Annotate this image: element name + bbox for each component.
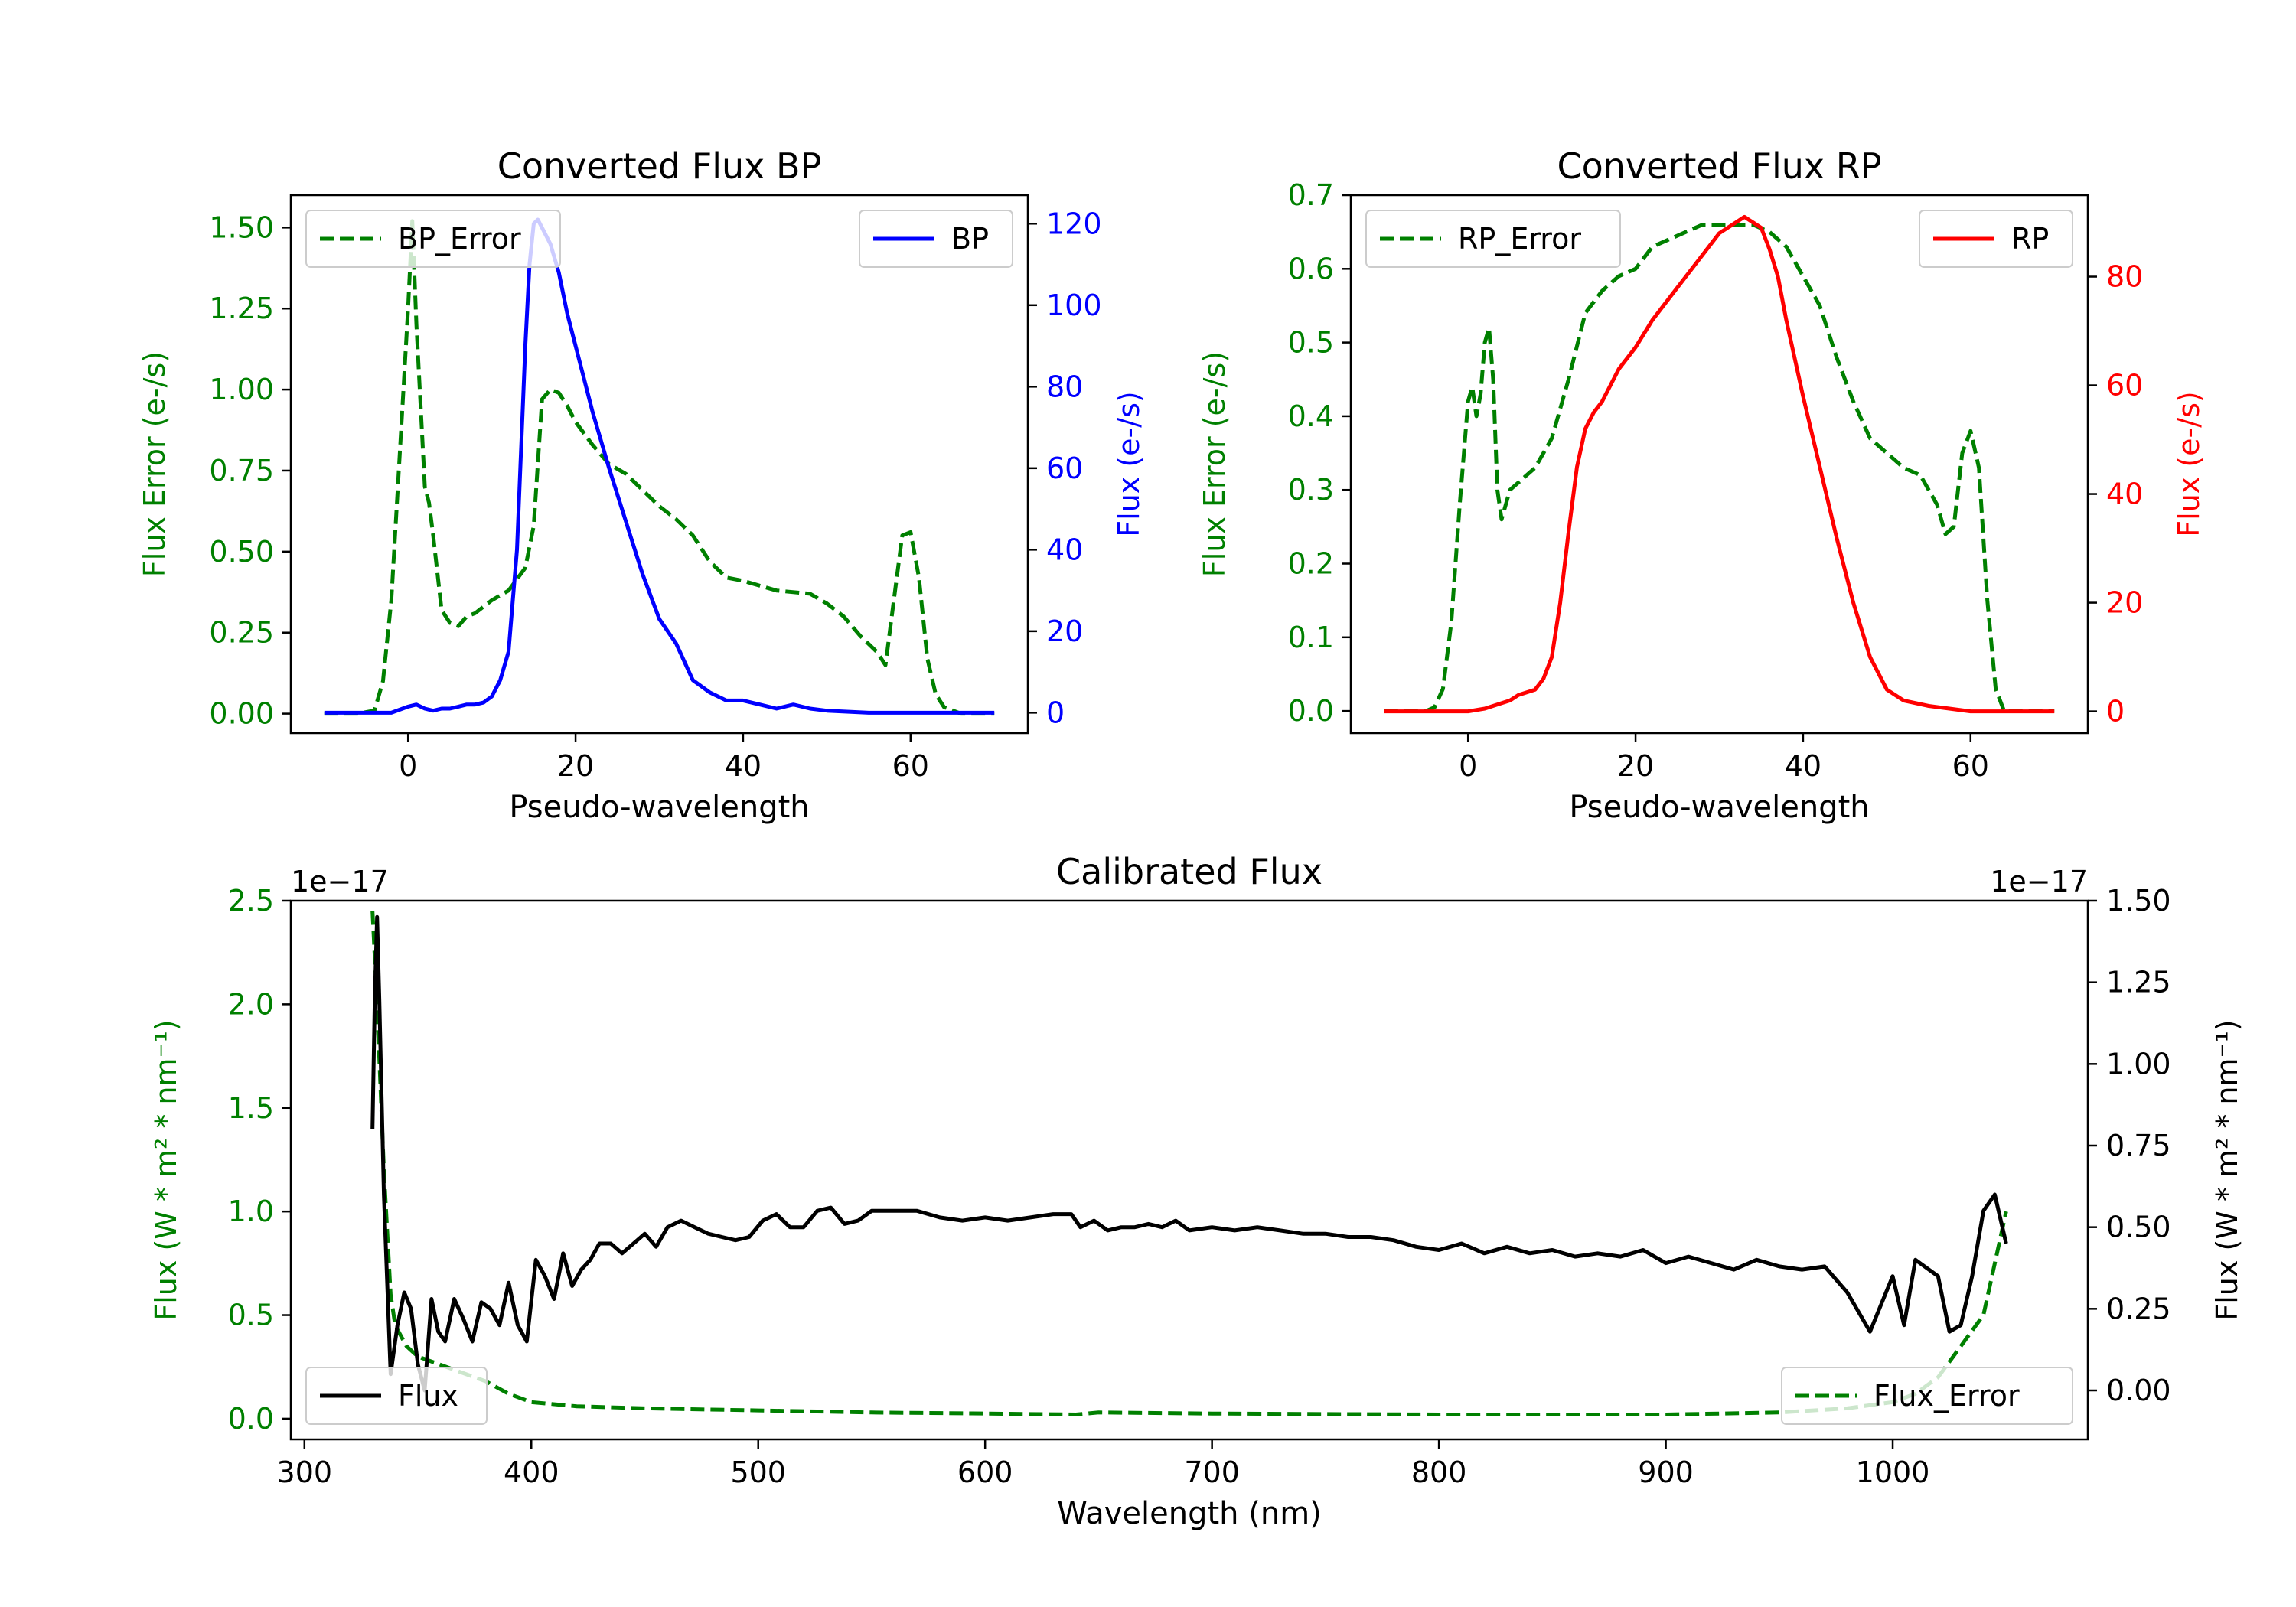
calibrated-offset-left: 1e−17 xyxy=(291,865,389,898)
bp-y-right-tick-label: 60 xyxy=(1046,451,1083,485)
rp-x-axis-label: Pseudo-wavelength xyxy=(1569,790,1869,825)
rp-series-rp-error xyxy=(1384,223,2055,713)
bp-plot-frame xyxy=(289,194,1029,735)
calibrated-y-left-tick-label: 1.0 xyxy=(228,1195,274,1228)
calibrated-legend-right-label: Flux_Error xyxy=(1874,1379,2020,1413)
bp-y-right-tick-label: 120 xyxy=(1046,207,1102,240)
calibrated-series-flux-error xyxy=(370,911,2008,1416)
bp-y-right-tick-label: 100 xyxy=(1046,288,1102,322)
calibrated-y-right-tick-label: 0.75 xyxy=(2106,1129,2171,1162)
bp-legend-right-label: BP xyxy=(951,222,989,256)
bp-legend-left-box xyxy=(305,210,561,268)
calibrated-y-left-tick-label: 2.0 xyxy=(228,987,274,1021)
bp-y-left-tick-label: 0.00 xyxy=(209,697,274,731)
calibrated-x-tick-label: 800 xyxy=(1411,1455,1467,1489)
calibrated-y-left-tick-label: 2.5 xyxy=(228,884,274,918)
calibrated-x-tick-label: 300 xyxy=(277,1455,333,1489)
bp-legend-right-box xyxy=(859,210,1013,268)
bp-y-right-axis-label: Flux (e-/s) xyxy=(1112,391,1146,536)
bp-y-right-tick-label: 20 xyxy=(1046,614,1083,648)
rp-x-tick-label: 40 xyxy=(1785,749,1821,783)
bp-series-bp-error xyxy=(324,219,995,716)
calibrated-y-right-tick-label: 0.50 xyxy=(2106,1211,2171,1244)
rp-x-tick-label: 20 xyxy=(1617,749,1654,783)
bp-y-left-tick-label: 1.00 xyxy=(209,373,274,406)
rp-title: Converted Flux RP xyxy=(1557,145,1882,187)
rp-y-right-axis-label: Flux (e-/s) xyxy=(2172,391,2206,536)
rp-legend-left-box xyxy=(1365,210,1621,268)
calibrated-y-left-tick-label: 0.0 xyxy=(228,1402,274,1436)
rp-y-right-tick-label: 60 xyxy=(2106,369,2143,403)
calibrated-y-right-tick-label: 1.25 xyxy=(2106,966,2171,999)
bp-y-left-tick-label: 0.25 xyxy=(209,616,274,650)
rp-y-right-tick-label: 80 xyxy=(2106,260,2143,294)
calibrated-x-tick-label: 900 xyxy=(1638,1455,1694,1489)
bp-legend-left-label: BP_Error xyxy=(398,222,521,256)
rp-y-left-tick-label: 0.5 xyxy=(1288,326,1334,360)
calibrated-title: Calibrated Flux xyxy=(1056,851,1322,892)
rp-y-left-tick-label: 0.3 xyxy=(1288,473,1334,507)
bp-y-left-tick-label: 0.75 xyxy=(209,454,274,487)
calibrated-x-tick-label: 400 xyxy=(504,1455,559,1489)
calibrated-series-flux xyxy=(370,914,2008,1393)
rp-plot-frame xyxy=(1349,194,2089,735)
calibrated-y-right-tick-label: 1.50 xyxy=(2106,884,2171,918)
bp-x-axis-label: Pseudo-wavelength xyxy=(509,790,809,825)
rp-x-tick-label: 60 xyxy=(1952,749,1989,783)
calibrated-y-right-axis-label: Flux (W * m² * nm⁻¹) xyxy=(2210,1019,2244,1320)
calibrated-legend-right-box xyxy=(1781,1367,2073,1425)
rp-y-left-tick-label: 0.6 xyxy=(1288,252,1334,285)
rp-y-left-axis-label: Flux Error (e-/s) xyxy=(1198,351,1231,577)
rp-y-left-tick-label: 0.1 xyxy=(1288,621,1334,654)
bp-x-tick-label: 40 xyxy=(725,749,762,783)
calibrated-y-right-tick-label: 0.25 xyxy=(2106,1292,2171,1325)
bp-y-left-tick-label: 0.50 xyxy=(209,535,274,569)
bp-y-right-tick-label: 80 xyxy=(1046,370,1083,403)
bp-y-right-tick-label: 40 xyxy=(1046,533,1083,566)
rp-legend-right-box xyxy=(1919,210,2073,268)
bp-x-tick-label: 0 xyxy=(399,749,417,783)
rp-y-left-tick-label: 0.0 xyxy=(1288,694,1334,728)
rp-legend-right-label: RP xyxy=(2011,222,2049,256)
bp-y-left-tick-label: 1.25 xyxy=(209,292,274,325)
calibrated-plot-frame xyxy=(289,899,2089,1441)
calibrated-y-right-tick-label: 0.00 xyxy=(2106,1374,2171,1407)
calibrated-legend-left-label: Flux xyxy=(398,1379,458,1413)
calibrated-x-tick-label: 700 xyxy=(1184,1455,1240,1489)
bp-title: Converted Flux BP xyxy=(497,145,822,187)
calibrated-x-tick-label: 600 xyxy=(957,1455,1013,1489)
calibrated-offset-right: 1e−17 xyxy=(1990,865,2088,898)
rp-y-left-tick-label: 0.4 xyxy=(1288,399,1334,433)
calibrated-x-tick-label: 500 xyxy=(730,1455,786,1489)
bp-y-left-tick-label: 1.50 xyxy=(209,210,274,244)
rp-y-right-tick-label: 20 xyxy=(2106,586,2143,620)
calibrated-y-right-tick-label: 1.00 xyxy=(2106,1047,2171,1081)
calibrated-x-tick-label: 1000 xyxy=(1856,1455,1930,1489)
calibrated-y-left-tick-label: 1.5 xyxy=(228,1091,274,1125)
rp-series-rp xyxy=(1384,214,2055,714)
calibrated-y-left-axis-label: Flux (W * m² * nm⁻¹) xyxy=(149,1019,183,1320)
bp-y-right-tick-label: 0 xyxy=(1046,696,1065,729)
calibrated-y-left-tick-label: 0.5 xyxy=(228,1299,274,1332)
rp-legend-left-label: RP_Error xyxy=(1458,222,1581,256)
bp-x-tick-label: 60 xyxy=(892,749,929,783)
bp-x-tick-label: 20 xyxy=(557,749,594,783)
rp-y-right-tick-label: 0 xyxy=(2106,695,2125,729)
rp-y-left-tick-label: 0.2 xyxy=(1288,547,1334,581)
calibrated-x-axis-label: Wavelength (nm) xyxy=(1057,1496,1322,1531)
rp-y-right-tick-label: 40 xyxy=(2106,478,2143,511)
calibrated-legend-left-box xyxy=(305,1367,488,1425)
bp-y-left-axis-label: Flux Error (e-/s) xyxy=(138,351,171,577)
rp-x-tick-label: 0 xyxy=(1459,749,1477,783)
rp-y-left-tick-label: 0.7 xyxy=(1288,178,1334,212)
